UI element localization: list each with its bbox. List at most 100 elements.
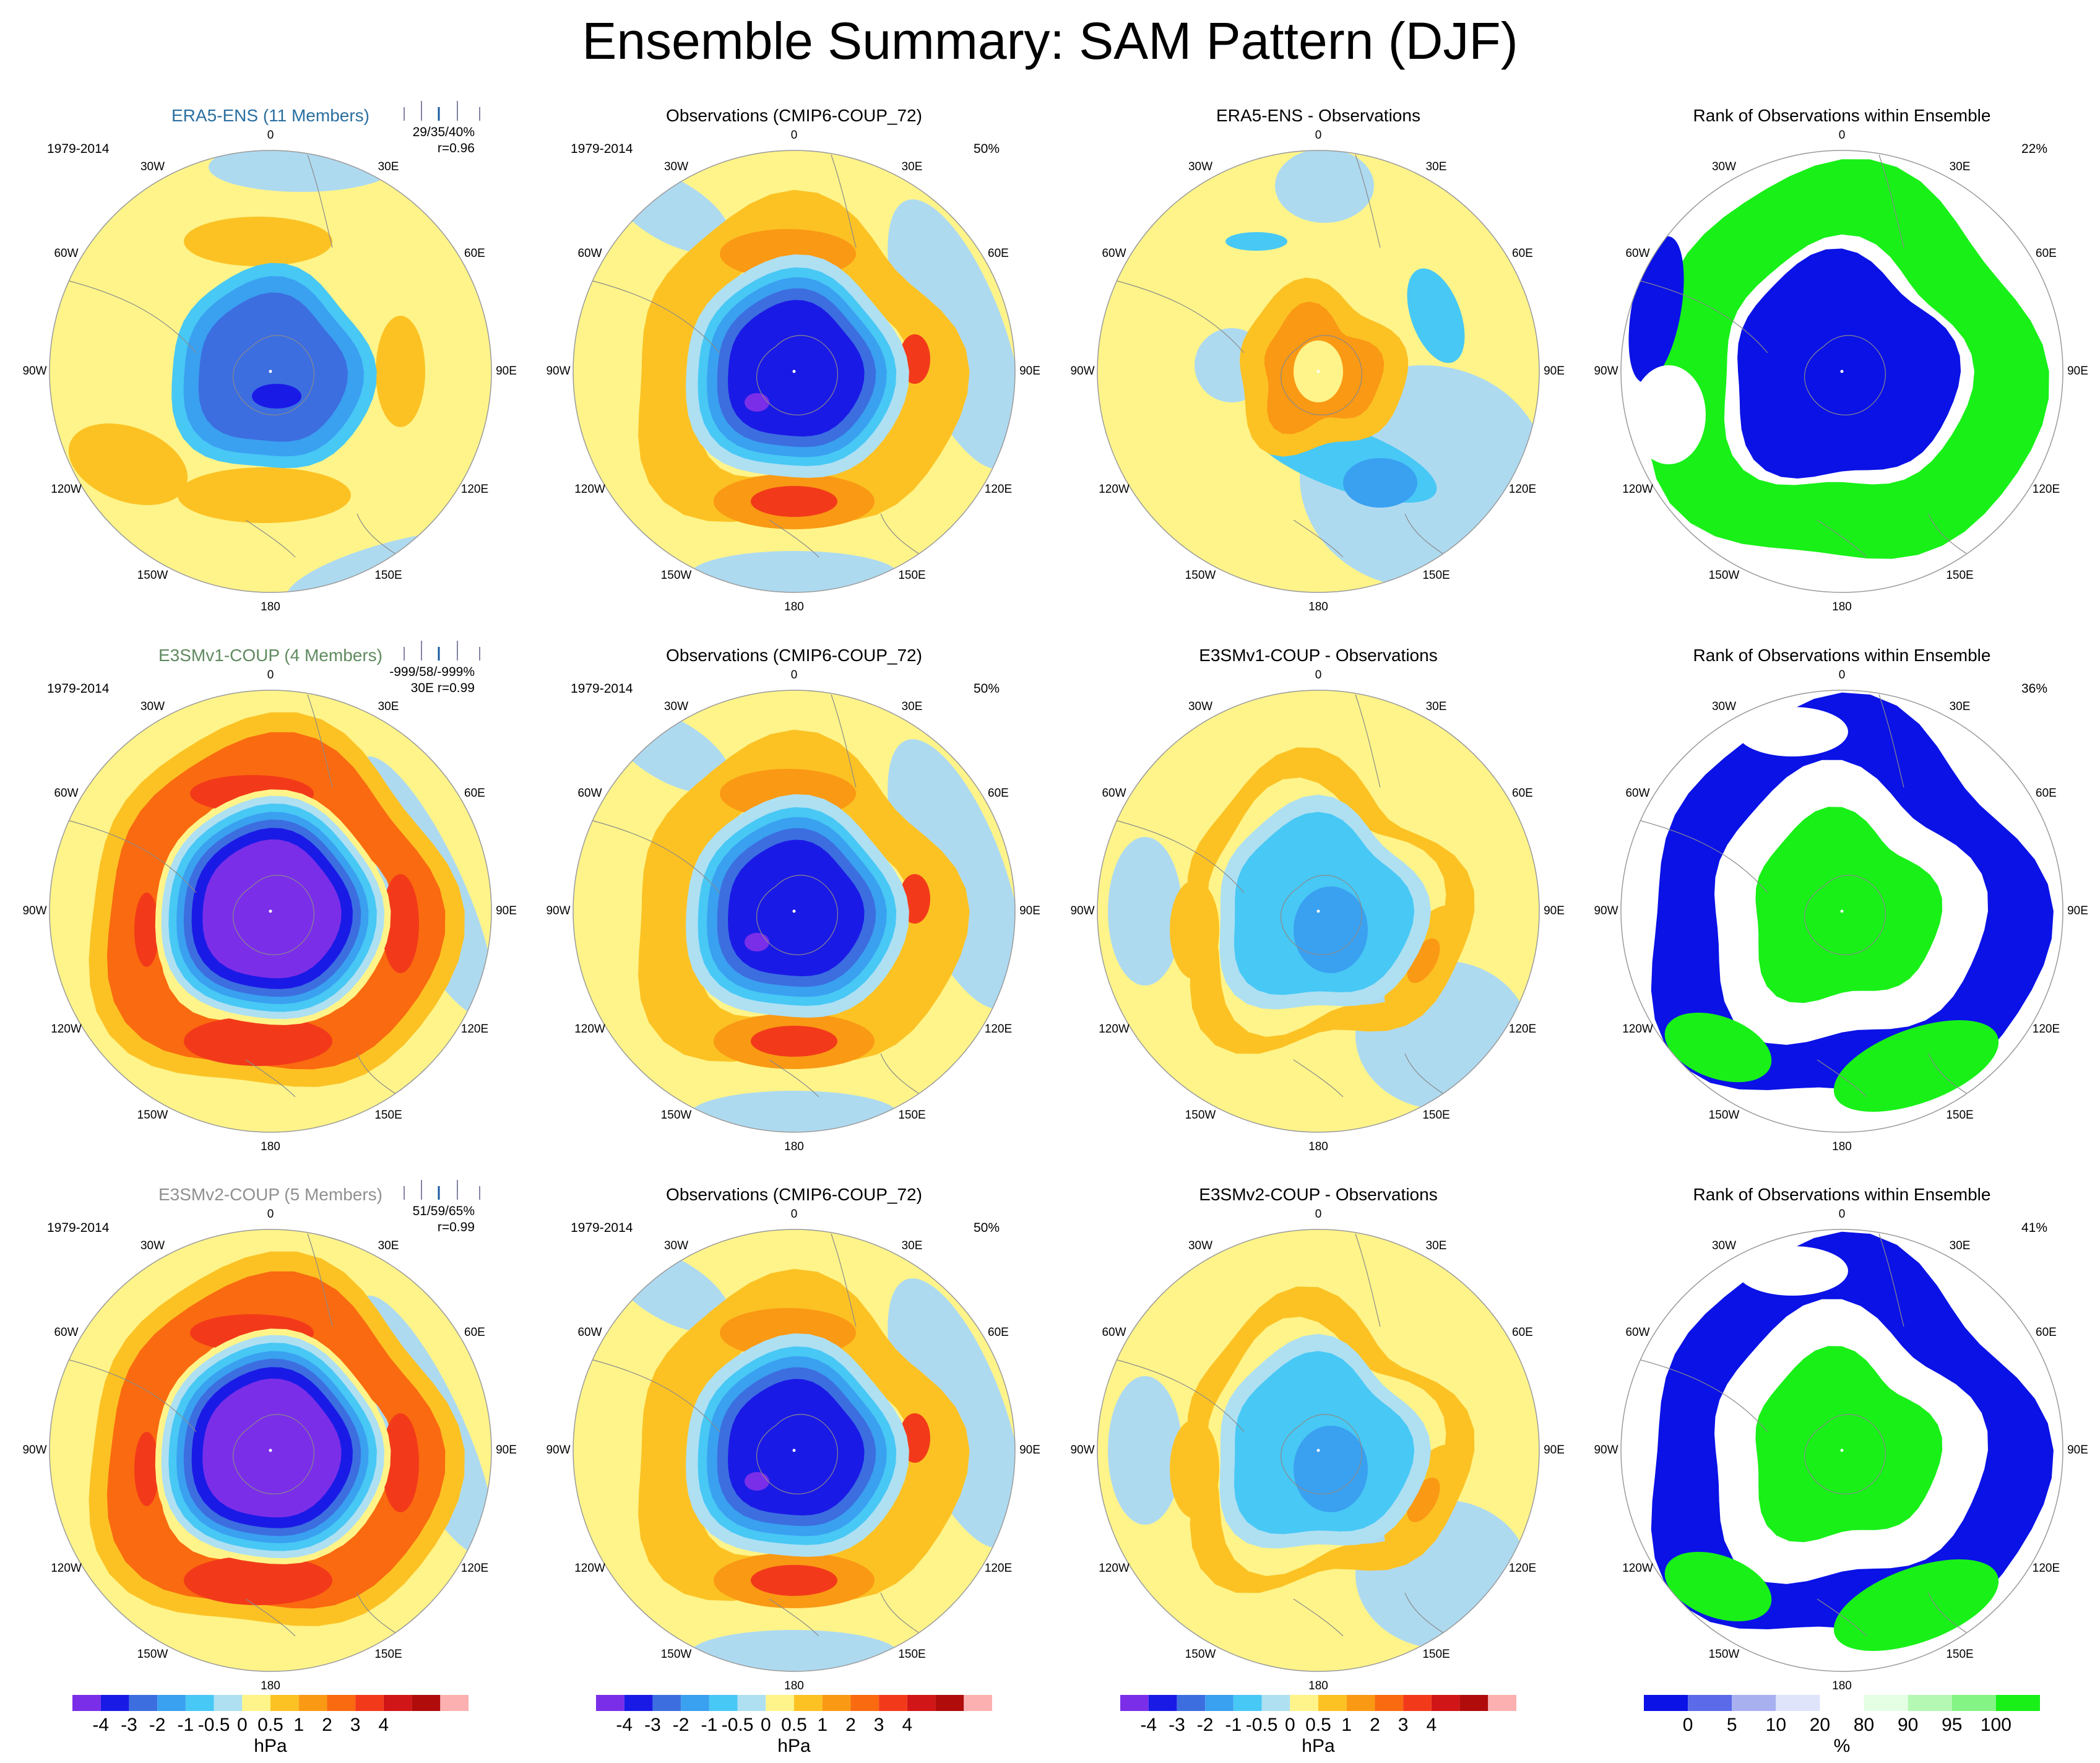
africa-coastline [1878, 1233, 1904, 1327]
south-america-coastline [1631, 278, 1768, 353]
pole-marker [792, 1449, 796, 1452]
colorbar-swatch [1908, 1695, 1952, 1711]
pole-marker [269, 370, 272, 373]
positive-anomaly [1407, 1477, 1440, 1523]
map-border [1620, 1229, 2063, 1672]
lon-label: 150E [1946, 1647, 1974, 1661]
polar-map-1-1 [49, 150, 492, 593]
colorbar-swatch [185, 1695, 214, 1711]
lon-label: 90E [1019, 365, 1040, 378]
lon-label: 30W [663, 1239, 689, 1253]
colorbar-tick: -2 [1196, 1715, 1214, 1735]
period-label: 1979-2014 [47, 1221, 110, 1235]
lon-label: 60W [1102, 786, 1126, 800]
positive-anomaly [184, 1016, 332, 1066]
colorbar-swatch [964, 1695, 992, 1711]
colorbar-swatch [100, 1695, 129, 1711]
lon-label: 180 [1308, 600, 1328, 613]
africa-coastline [1355, 154, 1381, 248]
positive-anomaly [184, 1556, 332, 1605]
lon-label: 90E [1019, 904, 1040, 917]
ocean-anomaly [1275, 150, 1374, 223]
colorbar-tick: 2 [1370, 1715, 1380, 1735]
map-border [573, 150, 1016, 593]
lon-label: 60W [1625, 246, 1650, 260]
lon-label: 60E [464, 786, 485, 800]
africa-coastline [831, 1233, 857, 1327]
lon-label: 180 [1832, 1679, 1852, 1692]
positive-anomaly [1407, 938, 1440, 984]
lon-label: 60E [2036, 246, 2057, 260]
colorbar-tick: -4 [92, 1715, 110, 1735]
colorbar-swatch [1431, 1695, 1460, 1711]
rank-mid [1737, 707, 1848, 756]
positive-anomaly [382, 874, 419, 973]
lon-label: 30W [1711, 160, 1737, 174]
colorbar-swatch [242, 1695, 270, 1711]
lon-label: 60E [988, 786, 1009, 800]
lon-label: 120W [51, 482, 82, 496]
colorbar-4 [1644, 1695, 2040, 1711]
colorbar-tick: 80 [1853, 1715, 1875, 1735]
period-label: 1979-2014 [571, 1221, 633, 1235]
antarctica-coastline [1281, 875, 1362, 955]
lon-label: 30E [1949, 700, 1971, 714]
map-border [49, 150, 492, 593]
rank-high [1664, 1012, 1772, 1083]
colorbar-tick: -3 [121, 1715, 137, 1735]
polar-map-3-4 [1620, 1229, 2063, 1672]
colorbar-swatch [383, 1695, 412, 1711]
lon-label: 90E [2067, 1444, 2088, 1457]
colorbar-tick: -4 [616, 1715, 633, 1735]
antarctica-coastline [756, 875, 838, 955]
colorbar-swatches [1120, 1695, 1516, 1711]
pole-marker [792, 909, 796, 913]
lon-label: 0 [267, 1208, 274, 1221]
positive-anomaly [184, 217, 332, 266]
colorbar-swatch [624, 1695, 653, 1711]
lon-label: 150W [660, 1108, 692, 1122]
africa-coastline [1878, 694, 1904, 788]
lon-label: 180 [784, 1140, 804, 1153]
new-zealand-coastline [1817, 1598, 1867, 1637]
lon-label: 90E [2067, 365, 2088, 378]
negative-anomaly [745, 1472, 769, 1491]
polar-map-1-2 [573, 150, 1016, 593]
lon-label: 150W [1708, 568, 1740, 582]
lon-label: 0 [1315, 129, 1322, 142]
lon-label: 150E [898, 1108, 926, 1122]
lon-label: 120E [460, 1561, 489, 1575]
panel-title: Rank of Observations within Ensemble [1693, 646, 1991, 665]
lon-label: 60W [1102, 246, 1126, 260]
positive-anomaly [751, 486, 837, 517]
lon-label: 120W [1622, 1022, 1653, 1036]
colorbar-tick: 20 [1809, 1715, 1831, 1735]
colorbar-tick: 0.5 [1305, 1715, 1331, 1735]
colorbar-swatch [737, 1695, 766, 1711]
lon-label: 150W [137, 1647, 168, 1661]
lon-label: 0 [790, 669, 798, 682]
colorbar-swatch [129, 1695, 158, 1711]
colorbar-tick: 2 [845, 1715, 856, 1735]
south-america-coastline [583, 278, 720, 353]
lon-label: 150E [1946, 568, 1974, 582]
colorbar-tick: 0.5 [257, 1715, 283, 1735]
south-america-coastline [1631, 1357, 1768, 1432]
negative-anomaly [1343, 458, 1417, 508]
rank-high [1755, 1346, 1943, 1543]
new-zealand-coastline [1817, 1059, 1867, 1098]
lon-label: 0 [1315, 1208, 1322, 1221]
lon-label: 90W [1594, 904, 1618, 917]
map-border [1097, 690, 1540, 1133]
new-zealand-coastline [1817, 519, 1867, 558]
colorbar-tick: 0 [1284, 1715, 1295, 1735]
lon-label: 150E [374, 568, 402, 582]
new-zealand-coastline [245, 1059, 296, 1098]
lon-label: 90E [496, 904, 517, 917]
africa-coastline [307, 154, 333, 248]
colorbar-swatch [412, 1695, 441, 1711]
antarctica-coastline [1804, 1414, 1886, 1494]
lon-label: 60E [1512, 786, 1533, 800]
colorbar-tick: -1 [1225, 1715, 1242, 1735]
polar-map-3-1 [49, 1229, 492, 1672]
